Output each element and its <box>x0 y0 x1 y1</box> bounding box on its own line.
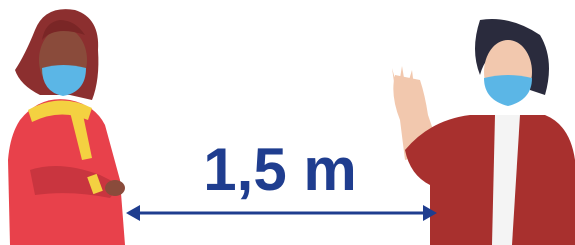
man-figure <box>392 19 575 245</box>
page: 1,5 m (() => { const data = JSON.parse(d… <box>0 0 575 245</box>
illustration: 1,5 m <box>0 0 575 245</box>
woman-figure <box>8 9 125 245</box>
distance-arrow <box>126 205 437 221</box>
distance-label: 1,5 m <box>203 136 356 203</box>
